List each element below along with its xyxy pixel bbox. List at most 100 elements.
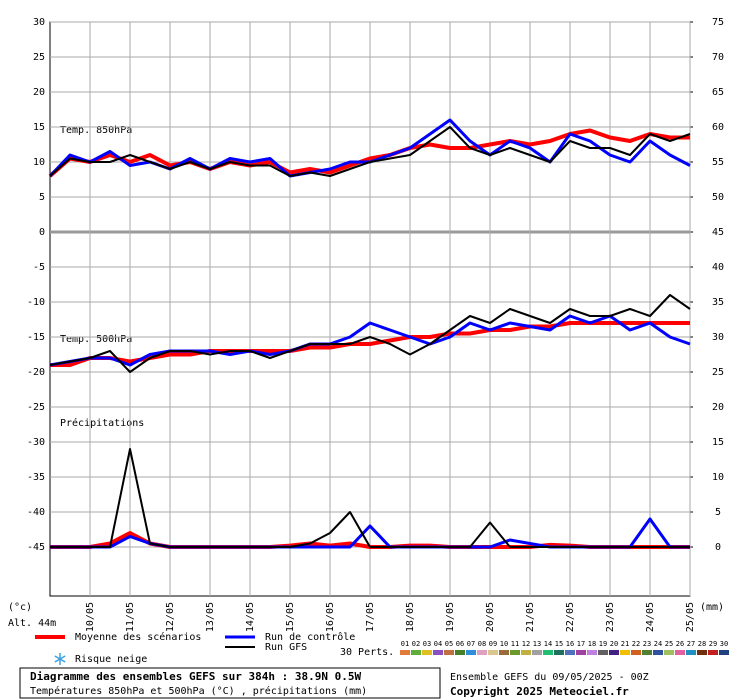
pert-swatch bbox=[510, 650, 520, 655]
pert-swatch bbox=[620, 650, 630, 655]
pert-swatch bbox=[444, 650, 454, 655]
pert-label: 03 bbox=[423, 640, 431, 648]
pert-swatch bbox=[466, 650, 476, 655]
pert-swatch bbox=[477, 650, 487, 655]
pert-label: 12 bbox=[522, 640, 530, 648]
x-tick-label: 21/05 bbox=[525, 602, 536, 632]
pert-swatch bbox=[587, 650, 597, 655]
legend-label: Run GFS bbox=[265, 642, 307, 653]
y-tick-label: 15 bbox=[33, 122, 45, 133]
pert-swatch bbox=[697, 650, 707, 655]
left-unit: (°c) bbox=[8, 602, 32, 613]
x-tick-label: 24/05 bbox=[645, 602, 656, 632]
pert-label: 29 bbox=[709, 640, 717, 648]
pert-label: 04 bbox=[434, 640, 442, 648]
pert-swatch bbox=[675, 650, 685, 655]
pert-label: 27 bbox=[687, 640, 695, 648]
y-tick-label: -5 bbox=[33, 262, 45, 273]
pert-label: 20 bbox=[610, 640, 618, 648]
x-tick-label: 20/05 bbox=[485, 602, 496, 632]
series-line bbox=[49, 314, 691, 367]
y-tick-label: 10 bbox=[33, 157, 45, 168]
series-line bbox=[49, 294, 691, 373]
pert-swatch bbox=[719, 650, 729, 655]
y2-tick-label: 25 bbox=[712, 367, 724, 378]
x-tick-label: 22/05 bbox=[565, 602, 576, 632]
pert-swatch bbox=[609, 650, 619, 655]
pert-label: 23 bbox=[643, 640, 651, 648]
pert-label: 15 bbox=[555, 640, 563, 648]
pert-label: 05 bbox=[445, 640, 453, 648]
y2-tick-label: 10 bbox=[712, 472, 724, 483]
pert-label: 26 bbox=[676, 640, 684, 648]
y-tick-label: 0 bbox=[39, 227, 45, 238]
pert-label: 01 bbox=[401, 640, 409, 648]
altitude: Alt. 44m bbox=[8, 618, 56, 629]
snow-icon bbox=[54, 653, 66, 665]
pert-swatch bbox=[455, 650, 465, 655]
y-tick-label: -35 bbox=[27, 472, 45, 483]
y-tick-label: -40 bbox=[27, 507, 45, 518]
x-tick-label: 25/05 bbox=[685, 602, 696, 632]
series-line bbox=[48, 128, 690, 178]
y2-tick-label: 50 bbox=[712, 192, 724, 203]
y2-tick-label: 15 bbox=[712, 437, 724, 448]
perts-label: 30 Perts. bbox=[340, 647, 394, 658]
legend-label: Run de contrôle bbox=[265, 631, 355, 643]
pert-label: 22 bbox=[632, 640, 640, 648]
pert-swatch bbox=[554, 650, 564, 655]
pert-swatch bbox=[422, 650, 432, 655]
y2-tick-label: 35 bbox=[712, 297, 724, 308]
pert-label: 09 bbox=[489, 640, 497, 648]
pert-swatch bbox=[532, 650, 542, 655]
pert-label: 14 bbox=[544, 640, 552, 648]
y2-tick-label: 30 bbox=[712, 332, 724, 343]
y2-tick-label: 40 bbox=[712, 262, 724, 273]
pert-label: 10 bbox=[500, 640, 508, 648]
pert-label: 13 bbox=[533, 640, 541, 648]
pert-label: 07 bbox=[467, 640, 475, 648]
panel-label: Précipitations bbox=[60, 417, 144, 429]
pert-swatch bbox=[576, 650, 586, 655]
copyright: Copyright 2025 Meteociel.fr bbox=[450, 685, 629, 698]
pert-label: 06 bbox=[456, 640, 464, 648]
pert-label: 28 bbox=[698, 640, 706, 648]
y-tick-label: -30 bbox=[27, 437, 45, 448]
y2-tick-label: 55 bbox=[712, 157, 724, 168]
y-tick-label: -20 bbox=[27, 367, 45, 378]
box-title: Diagramme des ensembles GEFS sur 384h : … bbox=[30, 670, 362, 683]
y2-tick-label: 70 bbox=[712, 52, 724, 63]
pert-swatch bbox=[499, 650, 509, 655]
y-tick-label: -45 bbox=[27, 542, 45, 553]
panel-label: Temp. 850hPa bbox=[60, 125, 132, 136]
pert-label: 25 bbox=[665, 640, 673, 648]
y2-tick-label: 60 bbox=[712, 122, 724, 133]
legend-label: Moyenne des scénarios bbox=[75, 631, 201, 643]
pert-swatch bbox=[598, 650, 608, 655]
y2-tick-label: 0 bbox=[715, 542, 721, 553]
pert-swatch bbox=[631, 650, 641, 655]
y-tick-label: 25 bbox=[33, 52, 45, 63]
y2-tick-label: 45 bbox=[712, 227, 724, 238]
box-subtitle: Températures 850hPa et 500hPa (°C) , pré… bbox=[30, 685, 367, 697]
x-tick-label: 16/05 bbox=[325, 602, 336, 632]
y2-tick-label: 65 bbox=[712, 87, 724, 98]
info-box bbox=[19, 667, 441, 699]
series-line bbox=[50, 321, 690, 367]
y2-tick-label: 75 bbox=[712, 17, 724, 28]
x-tick-label: 12/05 bbox=[165, 602, 176, 632]
x-tick-label: 13/05 bbox=[205, 602, 216, 632]
pert-label: 17 bbox=[577, 640, 585, 648]
pert-swatch bbox=[565, 650, 575, 655]
x-tick-label: 15/05 bbox=[285, 602, 296, 632]
pert-swatch bbox=[642, 650, 652, 655]
pert-swatch bbox=[488, 650, 498, 655]
y-tick-label: -15 bbox=[27, 332, 45, 343]
pert-swatch bbox=[708, 650, 718, 655]
series-line bbox=[49, 126, 691, 177]
y-tick-label: 20 bbox=[33, 87, 45, 98]
y-tick-label: 5 bbox=[39, 192, 45, 203]
pert-label: 11 bbox=[511, 640, 519, 648]
pert-label: 21 bbox=[621, 640, 629, 648]
y-tick-label: -10 bbox=[27, 297, 45, 308]
